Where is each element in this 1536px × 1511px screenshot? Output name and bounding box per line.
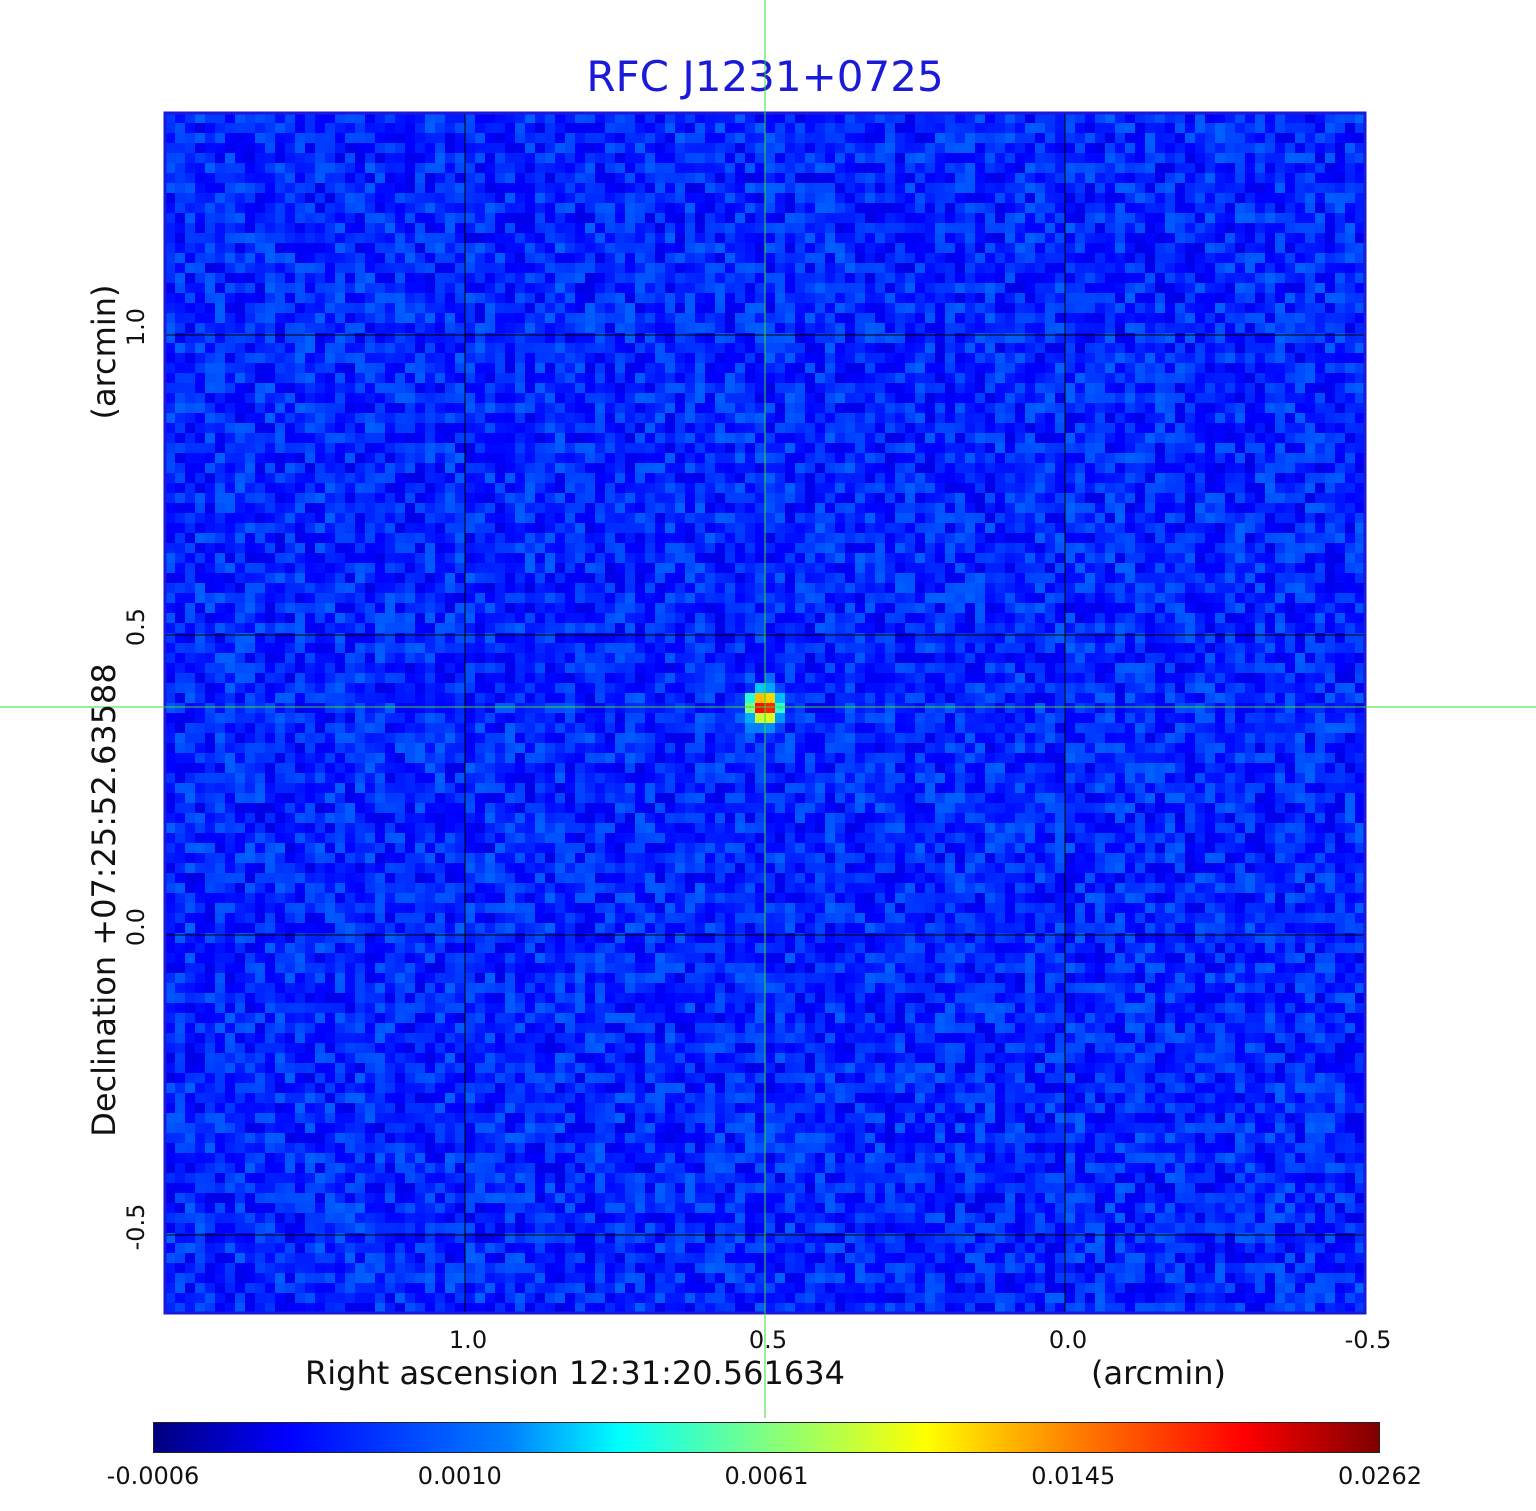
colorbar-tick-label: 0.0010 [417,1462,502,1490]
x-tick-label: 0.5 [748,1326,788,1354]
x-axis-unit-label: (arcmin) [1091,1354,1226,1392]
colorbar-tick-label: -0.0006 [106,1462,200,1490]
y-tick-label: 0.5 [122,607,150,647]
x-tick-label: 1.0 [448,1326,488,1354]
y-tick-label: -0.5 [122,1203,150,1251]
y-tick-label: 0.0 [122,907,150,947]
colorbar-tick-label: 0.0145 [1031,1462,1116,1490]
y-tick-label: 1.0 [122,307,150,347]
x-axis-label: Right ascension 12:31:20.561634 [305,1354,845,1392]
colorbar-tick-label: 0.0262 [1338,1462,1422,1490]
x-tick-label: 0.0 [1048,1326,1088,1354]
y-axis-label: Declination +07:25:52.63588 [85,663,123,1137]
x-tick-label: -0.5 [1344,1326,1392,1354]
colorbar-tick-label: 0.0061 [724,1462,809,1490]
colorbar [153,1422,1380,1453]
chart-title: RFC J1231+0725 [586,52,944,101]
image-plot-area[interactable] [165,113,1365,1313]
intensity-map [165,113,1365,1313]
y-axis-unit-label: (arcmin) [85,284,123,420]
